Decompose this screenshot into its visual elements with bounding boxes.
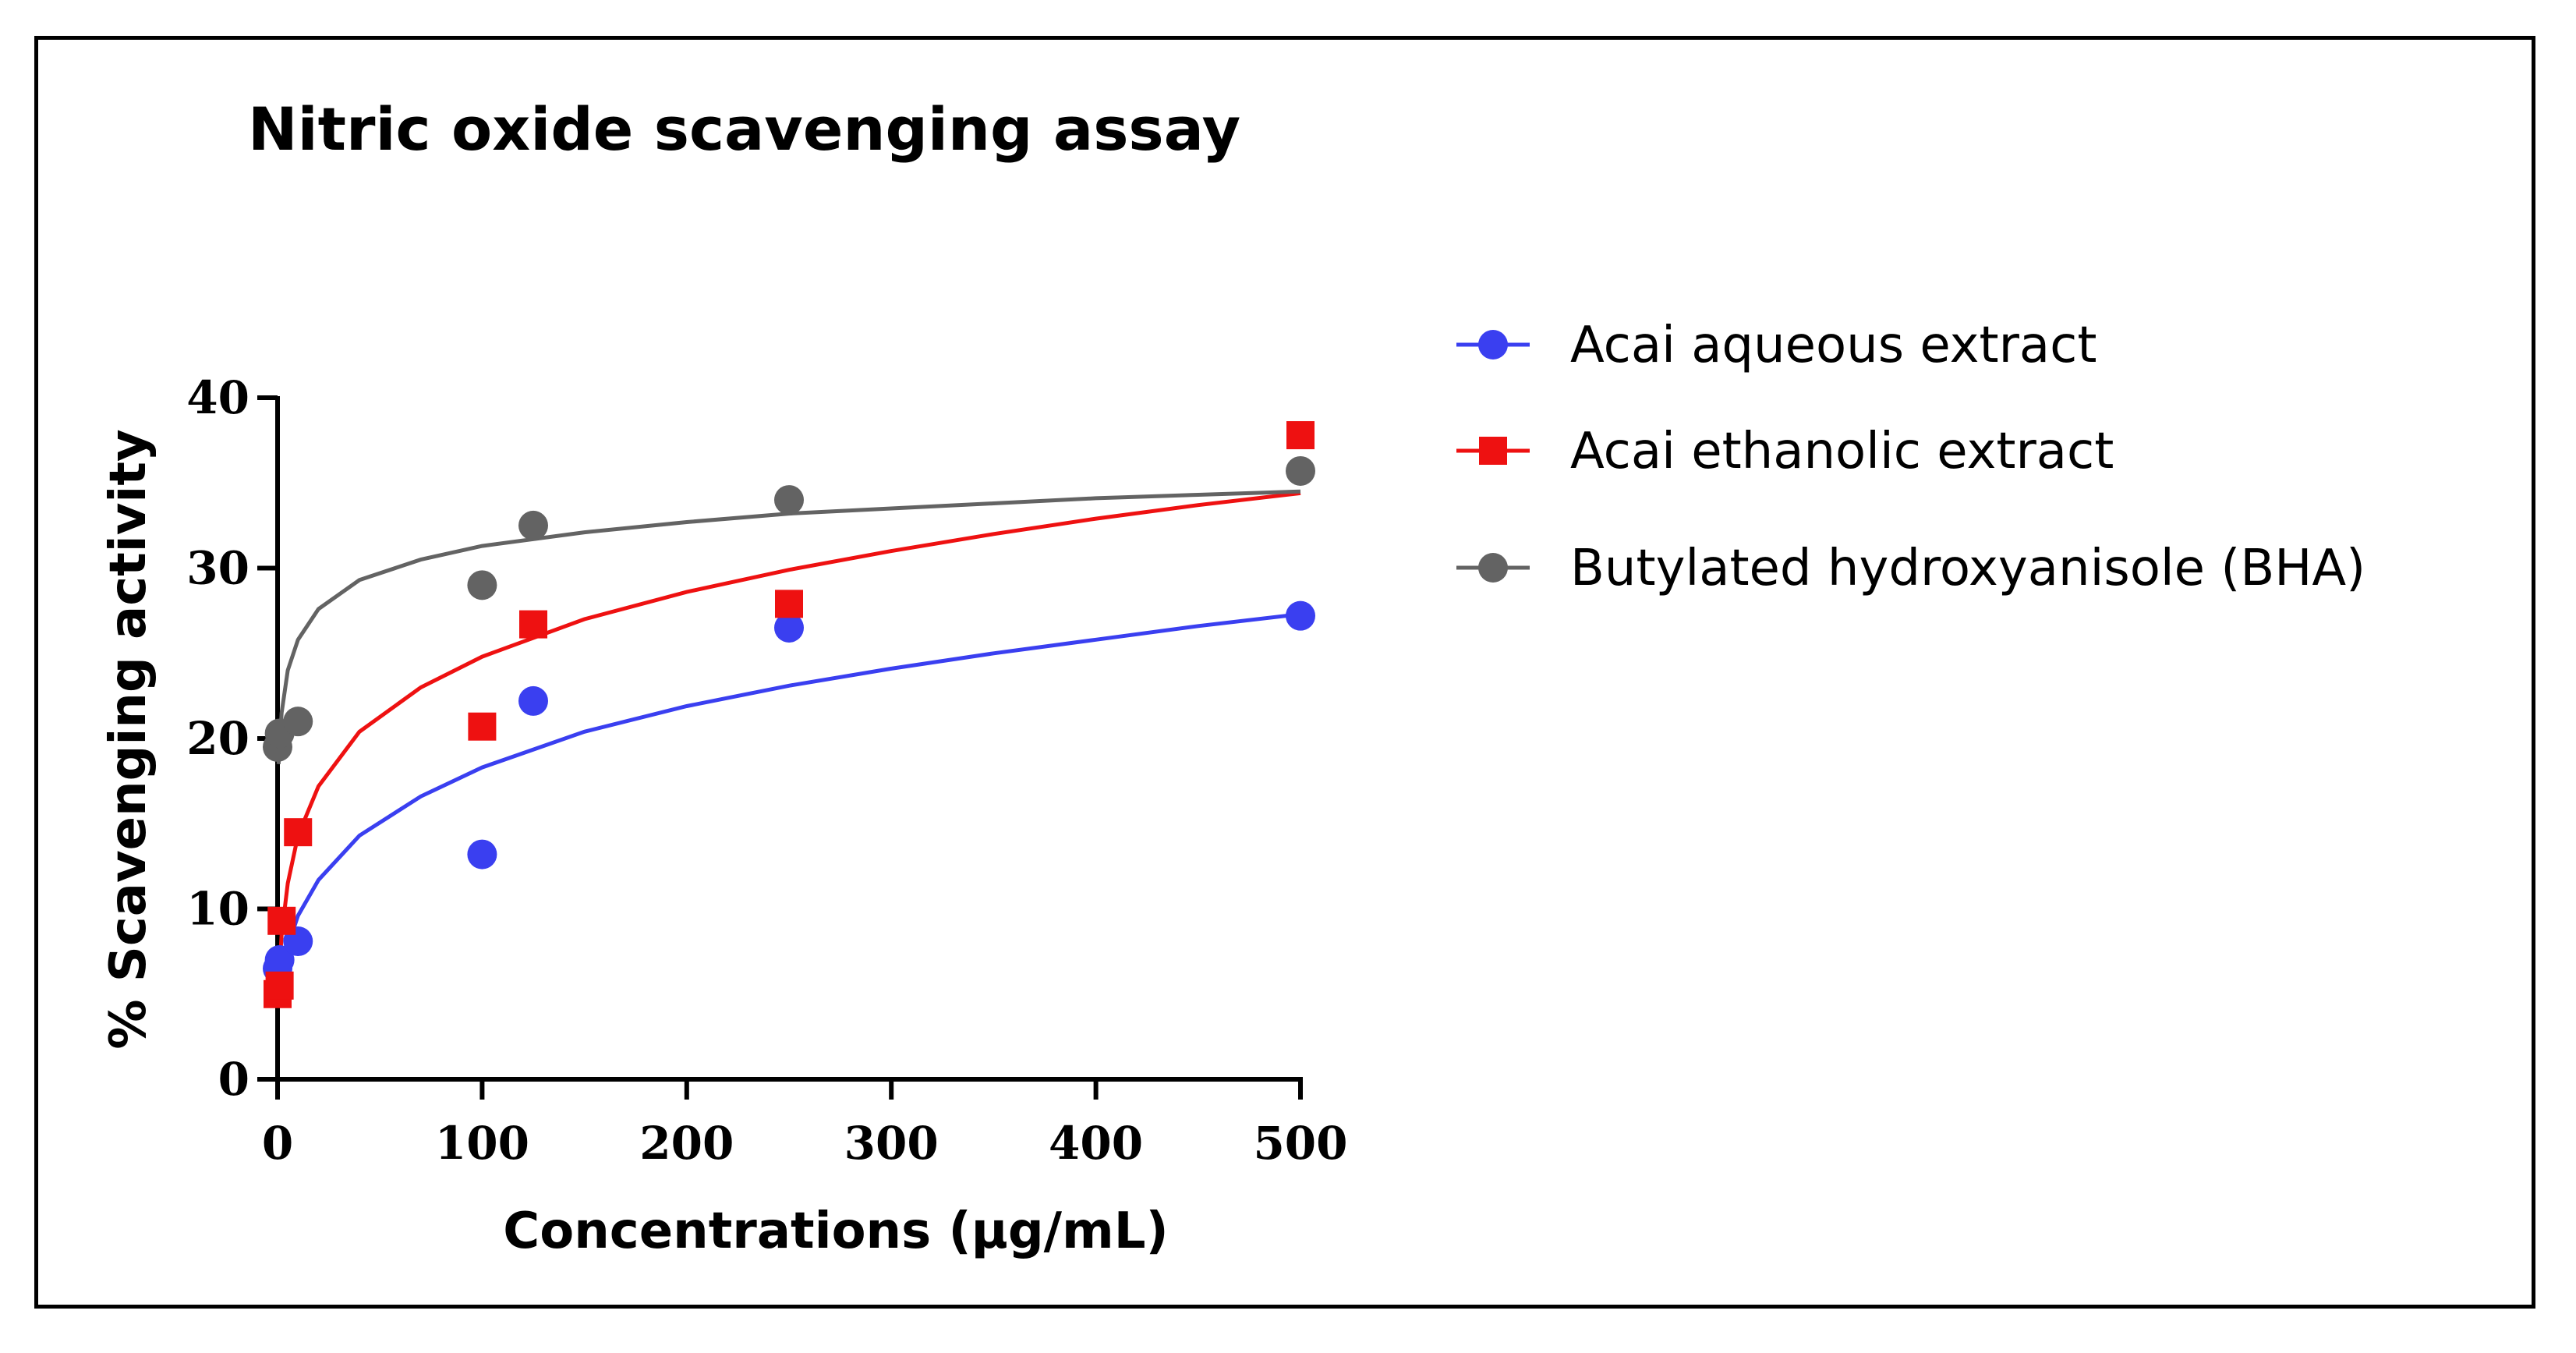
data-point-acai-aqueous-extract [264,945,295,976]
legend-marker-acai-aqueous-extract [1478,330,1508,360]
data-points [263,421,1315,1008]
legend-marker-butylated-hydroxyanisole-bha [1478,553,1508,583]
data-point-acai-ethanolic-extract [267,906,296,935]
x-tick-label: 200 [639,1117,734,1170]
data-point-acai-aqueous-extract [1286,600,1315,631]
data-point-acai-ethanolic-extract [284,818,313,847]
data-point-acai-ethanolic-extract [468,712,497,741]
y-tick-label: 40 [186,371,249,424]
x-tick-label: 0 [262,1117,293,1170]
chart-title: Nitric oxide scavenging assay [248,94,1240,164]
data-point-acai-ethanolic-extract [265,971,294,1000]
x-tick-label: 300 [844,1117,939,1170]
y-tick-label: 0 [218,1053,249,1106]
data-point-acai-ethanolic-extract [1286,421,1315,450]
legend-marker-acai-ethanolic-extract [1479,437,1507,465]
legend-label-butylated-hydroxyanisole-bha: Butylated hydroxyanisole (BHA) [1570,540,2365,597]
y-tick-label: 20 [186,712,249,765]
data-point-butylated-hydroxyanisole-bha [774,485,804,515]
x-axis-label: Concentrations (µg/mL) [503,1202,1168,1260]
data-point-butylated-hydroxyanisole-bha [518,510,548,540]
legend-label-acai-ethanolic-extract: Acai ethanolic extract [1570,423,2114,480]
fit-curve-acai-aqueous-extract [276,612,1301,1008]
fit-curve-acai-ethanolic-extract [276,491,1301,986]
fit-curves [276,489,1301,1008]
x-tick-label: 400 [1049,1117,1143,1170]
data-point-butylated-hydroxyanisole-bha [1286,455,1315,486]
data-point-acai-aqueous-extract [518,685,548,716]
data-point-butylated-hydroxyanisole-bha [283,707,313,737]
y-axis-label: % Scavenging activity [100,429,157,1049]
data-point-butylated-hydroxyanisole-bha [467,570,497,600]
data-point-acai-ethanolic-extract [519,610,547,639]
y-tick-label: 10 [186,883,249,936]
legend-label-acai-aqueous-extract: Acai aqueous extract [1570,317,2097,374]
y-tick-label: 30 [186,542,249,595]
legend: Acai aqueous extract Acai ethanolic extra… [1456,317,2365,597]
data-point-acai-aqueous-extract [774,612,804,643]
data-point-acai-ethanolic-extract [775,590,803,618]
data-point-acai-aqueous-extract [467,839,497,870]
x-tick-label: 100 [435,1117,529,1170]
x-tick-label: 500 [1253,1117,1347,1170]
